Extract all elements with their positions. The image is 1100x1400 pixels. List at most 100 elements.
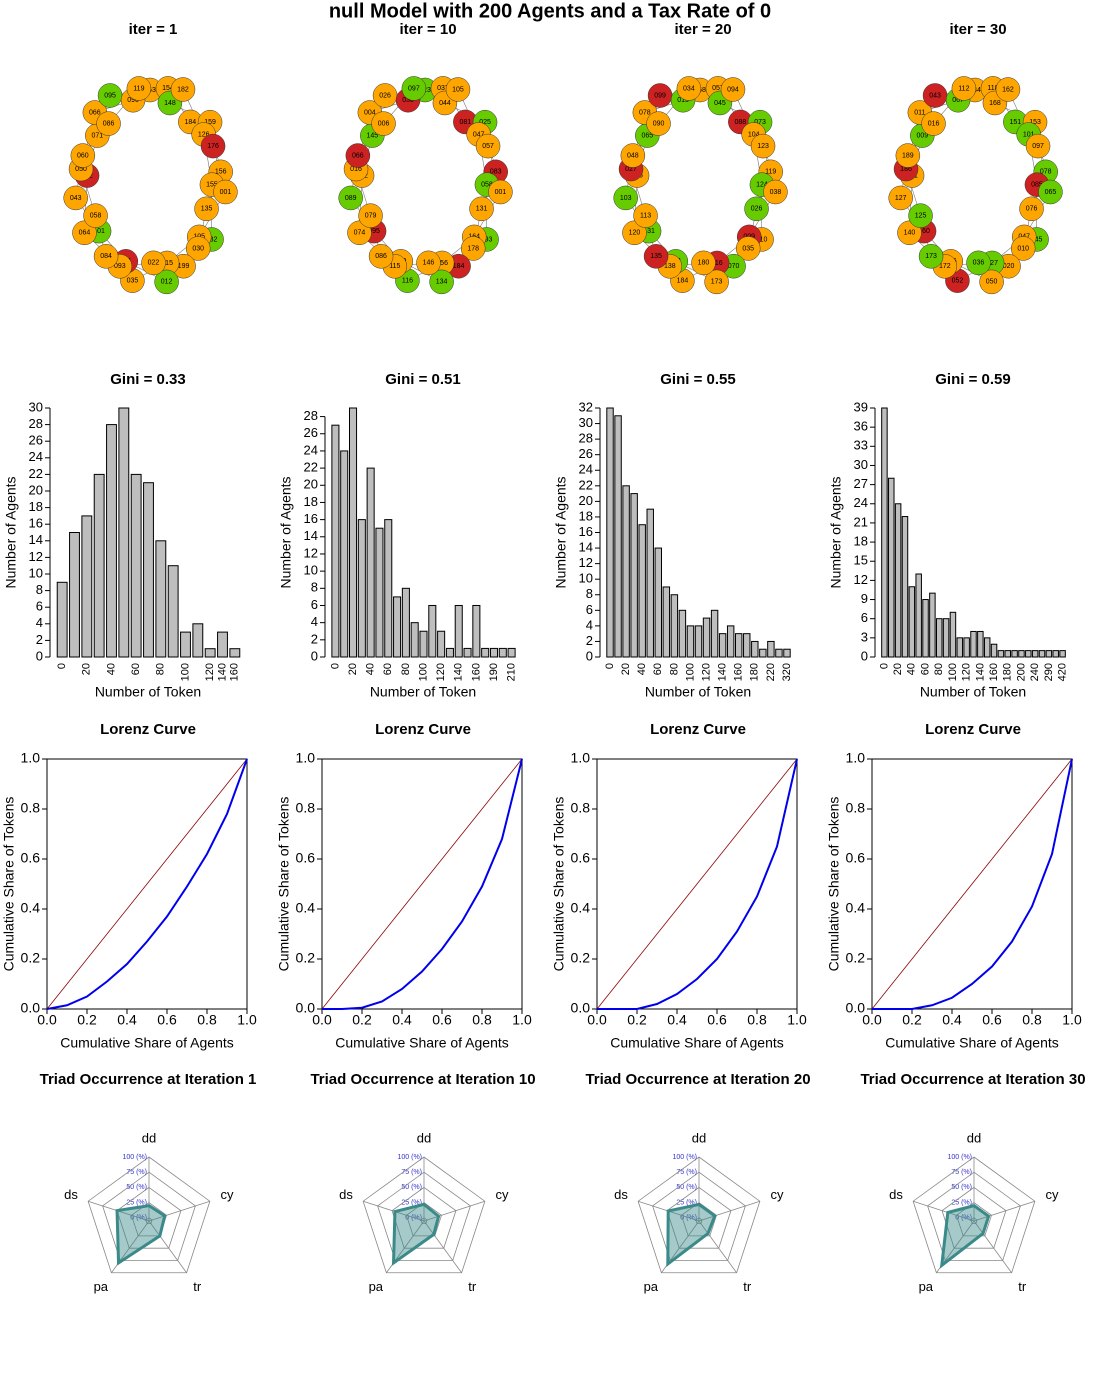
bar <box>445 647 454 658</box>
node-label: 118 <box>987 85 998 92</box>
node <box>895 143 921 168</box>
bar <box>507 647 516 658</box>
bar <box>1059 650 1066 658</box>
y-tick-label: 24 <box>29 449 43 464</box>
node-label: 125 <box>915 213 927 220</box>
y-tick-label: 20 <box>29 482 43 497</box>
x-tick-label: 0.0 <box>312 1012 332 1028</box>
bar <box>726 625 735 658</box>
bar <box>357 519 366 658</box>
bar <box>638 524 646 658</box>
bar <box>983 637 991 658</box>
y-tick-label: 20 <box>579 493 593 508</box>
node-label: 090 <box>127 97 139 104</box>
bar <box>915 573 922 658</box>
node-label: 011 <box>914 109 925 116</box>
node-label: 074 <box>354 230 366 237</box>
bar <box>662 586 671 658</box>
bar <box>622 485 630 658</box>
bar <box>393 596 402 658</box>
node-label: 173 <box>711 279 723 286</box>
node <box>646 111 671 136</box>
node-label: 086 <box>375 253 387 260</box>
y-tick-label: 22 <box>304 460 318 475</box>
x-tick-label: 1.0 <box>512 1012 532 1028</box>
x-tick-label: 40 <box>105 663 117 675</box>
node <box>735 236 761 261</box>
bar <box>942 618 950 658</box>
axis-label: pa <box>644 1279 659 1294</box>
bar <box>630 493 638 658</box>
x-tick-label: 0.0 <box>587 1012 607 1028</box>
node-label: 001 <box>220 189 232 196</box>
bar <box>340 450 349 658</box>
node <box>979 269 1004 295</box>
ring <box>145 1217 153 1224</box>
curve <box>46 758 248 1010</box>
radar-area <box>391 1202 441 1266</box>
y-axis-label: Cumulative Share of Tokens <box>1 797 17 972</box>
x-tick-label: 140 <box>453 663 465 681</box>
node <box>213 179 238 205</box>
node-label: 095 <box>104 92 116 99</box>
x-tick-label: 120 <box>961 663 973 681</box>
node-label: 135 <box>201 206 213 213</box>
node-label: 182 <box>177 86 189 93</box>
ring <box>941 1186 1007 1249</box>
bar <box>349 407 358 658</box>
node-label: 119 <box>765 169 776 176</box>
bar <box>143 482 154 658</box>
y-tick-label: 20 <box>304 477 318 492</box>
ring-label: 100 (%) <box>122 1154 147 1161</box>
bar <box>366 467 375 658</box>
node-label: 025 <box>479 119 491 126</box>
x-tick-label: 1.0 <box>237 1012 257 1028</box>
ring <box>927 1171 1021 1261</box>
bar <box>881 407 888 658</box>
node-label: 015 <box>161 260 173 267</box>
y-tick-label: 14 <box>579 540 593 555</box>
node <box>200 133 226 159</box>
node-label: 180 <box>698 260 710 267</box>
node-label: 193 <box>481 236 493 243</box>
bar <box>702 617 711 658</box>
node-label: 022 <box>148 260 160 267</box>
node-label: 016 <box>928 120 940 127</box>
spoke <box>698 1220 737 1274</box>
y-tick-label: 16 <box>579 524 593 539</box>
y-tick-label: 0.8 <box>21 800 41 816</box>
y-tick-label: 10 <box>304 563 318 578</box>
x-tick-label: 1.0 <box>1062 1012 1082 1028</box>
bar <box>81 515 93 658</box>
node-label: 124 <box>756 182 768 189</box>
axis-label: dd <box>692 1130 706 1145</box>
bar <box>888 477 895 658</box>
node-label: 116 <box>402 278 413 285</box>
bar <box>155 540 167 658</box>
node <box>918 244 944 269</box>
node-label: 047 <box>473 131 485 138</box>
bar <box>963 637 970 658</box>
main-title: null Model with 200 Agents and a Tax Rat… <box>329 0 771 22</box>
node-label: 162 <box>1002 86 1014 93</box>
x-tick-label: 0.4 <box>942 1012 962 1028</box>
node-label: 043 <box>70 195 82 202</box>
axis-label: cy <box>1045 1187 1059 1202</box>
bar <box>929 592 936 658</box>
node-label: 172 <box>939 263 951 270</box>
node-label: 004 <box>364 109 376 116</box>
panel-title: Triad Occurrence at Iteration 10 <box>310 1071 535 1088</box>
node-label: 101 <box>93 228 105 235</box>
panel-title: Lorenz Curve <box>925 721 1021 738</box>
x-tick-label: 0 <box>604 663 616 669</box>
axis-label: ds <box>889 1187 903 1202</box>
ring-label: 50 (%) <box>951 1184 972 1191</box>
x-tick-label: 0.6 <box>707 1012 727 1028</box>
x-tick-label: 190 <box>488 663 500 681</box>
x-axis-label: Number of Token <box>95 684 201 700</box>
node-label: 089 <box>345 195 357 202</box>
y-tick-label: 0.6 <box>846 850 866 866</box>
x-tick-label: 80 <box>155 663 167 675</box>
x-tick-label: 160 <box>733 663 745 681</box>
